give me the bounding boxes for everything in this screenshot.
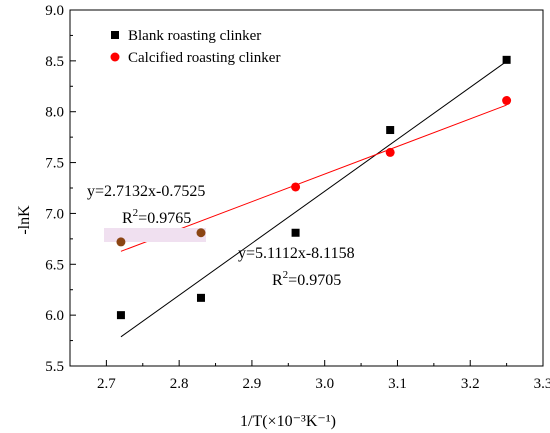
r-squared-blank-sup: 2 — [283, 269, 289, 281]
legend-marker-calcified — [110, 52, 120, 62]
y-axis-title: -lnK — [16, 205, 33, 235]
y-tick-label: 8.5 — [45, 54, 64, 70]
y-tick-label: 7.5 — [45, 156, 64, 172]
legend-label-blank: Blank roasting clinker — [128, 28, 261, 44]
data-points — [116, 55, 512, 320]
x-tick-label: 2.7 — [97, 376, 116, 392]
y-tick-label: 5.5 — [45, 359, 64, 375]
data-point-circle — [196, 228, 206, 238]
r-squared-calcified-value: =0.9765 — [138, 210, 191, 227]
data-point-square — [196, 293, 205, 302]
y-tick-label: 7.0 — [45, 206, 64, 222]
legend-marker-blank — [111, 31, 119, 39]
y-tick-label: 6.0 — [45, 308, 64, 324]
axis-ticks: 2.7 2.8 2.9 3.0 3.1 3.2 3.3 5.5 6.0 6.5 7.0 7.5 8.0 8… — [45, 3, 550, 392]
data-point-circle — [291, 182, 301, 192]
y-tick-label: 9.0 — [45, 3, 64, 19]
legend: Blank roasting clinker Calcified roastin… — [110, 28, 280, 66]
data-point-circle — [385, 147, 395, 157]
x-tick-label: 2.8 — [170, 376, 189, 392]
annotation-highlight — [104, 228, 206, 242]
y-tick-label: 6.5 — [45, 257, 64, 273]
x-tick-label: 3.2 — [461, 376, 480, 392]
y-tick-label: 8.0 — [45, 105, 64, 121]
r-squared-calcified-base: R — [122, 210, 133, 227]
fit-lines — [120, 60, 507, 338]
r-squared-calcified: R2=0.9765 — [122, 207, 191, 227]
legend-label-calcified: Calcified roasting clinker — [128, 50, 280, 66]
fit-line — [120, 60, 507, 338]
x-tick-label: 3.0 — [315, 376, 334, 392]
r-squared-blank-value: =0.9705 — [288, 272, 341, 289]
x-tick-label: 2.9 — [243, 376, 262, 392]
equation-calcified: y=2.7132x-0.7525 — [87, 183, 205, 200]
data-point-square — [116, 311, 125, 320]
data-point-circle — [116, 237, 126, 247]
x-tick-label: 3.1 — [388, 376, 407, 392]
equation-blank: y=5.1112x-8.1158 — [238, 245, 355, 262]
r-squared-calcified-sup: 2 — [133, 207, 139, 219]
x-tick-label: 3.3 — [534, 376, 550, 392]
x-axis-title: 1/T(×10⁻³K⁻¹) — [240, 413, 336, 430]
r-squared-blank: R2=0.9705 — [272, 269, 341, 289]
data-point-square — [386, 126, 395, 135]
fit-line — [120, 104, 507, 252]
data-point-square — [502, 55, 511, 64]
r-squared-blank-base: R — [272, 272, 283, 289]
data-point-square — [291, 228, 300, 237]
data-point-circle — [502, 96, 512, 106]
